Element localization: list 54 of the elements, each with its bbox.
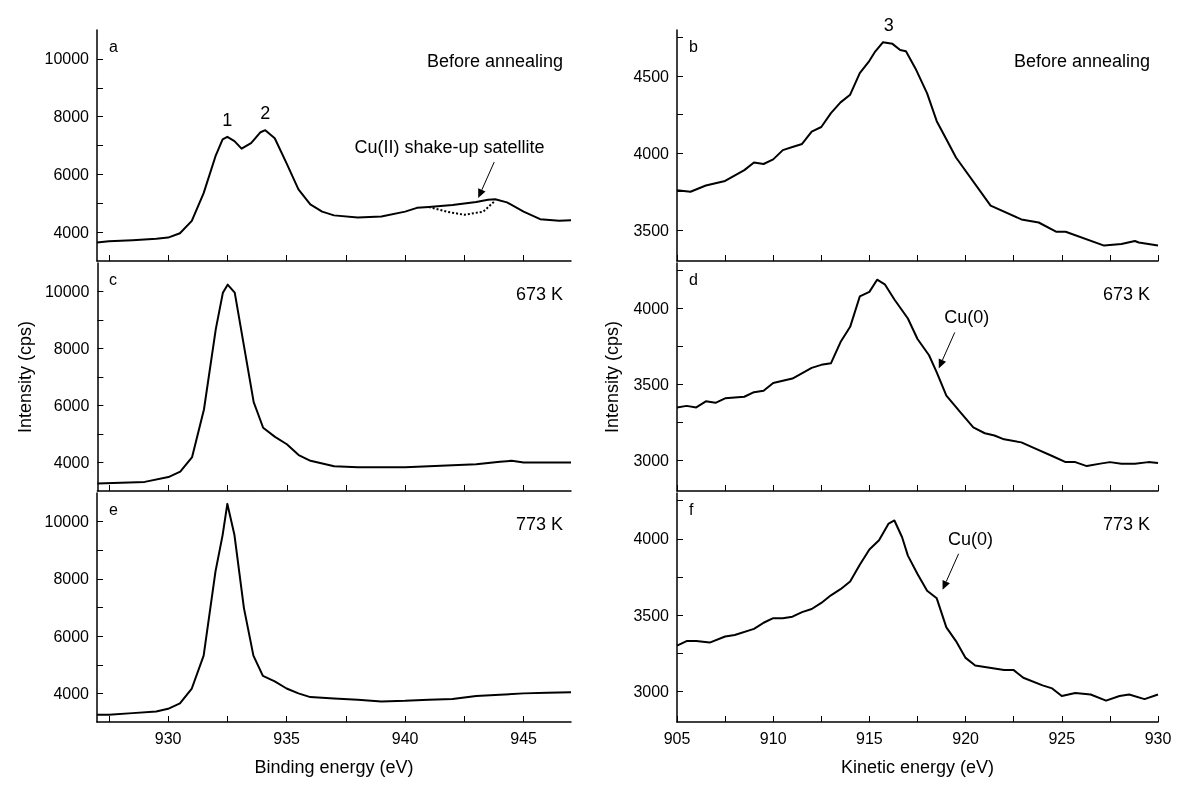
- y-tick-label: 10000: [44, 513, 90, 531]
- x-tick-label: 925: [1048, 729, 1076, 747]
- line-series: [427, 199, 497, 216]
- annotation: Before annealing: [1013, 51, 1150, 71]
- annotation: e: [109, 500, 118, 518]
- y-tick-label: 8000: [53, 340, 90, 357]
- annotation: 773 K: [1102, 514, 1150, 534]
- annotation: f: [689, 500, 694, 518]
- y-tick-label: 4500: [633, 67, 670, 85]
- y-tick-label: 6000: [53, 165, 90, 183]
- annotation: 673 K: [515, 284, 563, 304]
- y-tick-label: 4000: [53, 223, 90, 241]
- y-tick-label: 3500: [633, 606, 670, 624]
- x-tick-label: 905: [663, 729, 691, 747]
- x-tick-label: 940: [391, 729, 419, 747]
- x-tick-label: 930: [154, 729, 182, 747]
- annotation: 2: [260, 103, 271, 124]
- annotation: 1: [222, 109, 233, 130]
- y-tick-label: 3500: [633, 221, 670, 239]
- annotation: Cu(II) shake-up satellite: [354, 137, 545, 158]
- y-tick-label: 6000: [53, 627, 90, 645]
- annotation: c: [109, 270, 117, 288]
- x-tick-label: 910: [759, 729, 787, 747]
- y-tick-label: 4000: [633, 144, 670, 162]
- annotation: 673 K: [1102, 284, 1150, 304]
- y-tick-label: 10000: [44, 283, 90, 300]
- x-tick-label: 920: [952, 729, 980, 747]
- y-axis-title: Intensity (cps): [602, 320, 622, 434]
- y-tick-label: 4000: [53, 684, 90, 702]
- annotation: a: [109, 37, 118, 55]
- annotation: Before annealing: [426, 51, 563, 71]
- x-tick-label: 915: [856, 729, 883, 747]
- y-tick-label: 10000: [44, 50, 90, 68]
- y-axis-title: Intensity (cps): [15, 320, 35, 434]
- annotation: Cu(0): [944, 307, 990, 328]
- annotation: b: [689, 37, 698, 55]
- x-tick-label: 935: [273, 729, 301, 747]
- x-axis-title: Binding energy (eV): [254, 757, 414, 777]
- annotation: Cu(0): [948, 528, 994, 549]
- y-tick-label: 3000: [633, 452, 670, 470]
- y-tick-label: 3500: [633, 376, 670, 394]
- y-tick-label: 8000: [53, 570, 90, 588]
- annotation: 773 K: [515, 514, 563, 534]
- x-tick-label: 945: [510, 729, 538, 747]
- y-tick-label: 8000: [53, 108, 90, 126]
- x-axis-title: Kinetic energy (eV): [840, 757, 995, 777]
- y-tick-label: 4000: [53, 454, 90, 471]
- y-tick-label: 4000: [633, 300, 670, 318]
- annotation: 3: [883, 15, 894, 36]
- y-tick-label: 4000: [633, 530, 670, 548]
- x-tick-label: 930: [1144, 729, 1172, 747]
- y-tick-label: 3000: [633, 682, 670, 700]
- y-tick-label: 6000: [53, 397, 90, 414]
- annotation: d: [689, 270, 698, 288]
